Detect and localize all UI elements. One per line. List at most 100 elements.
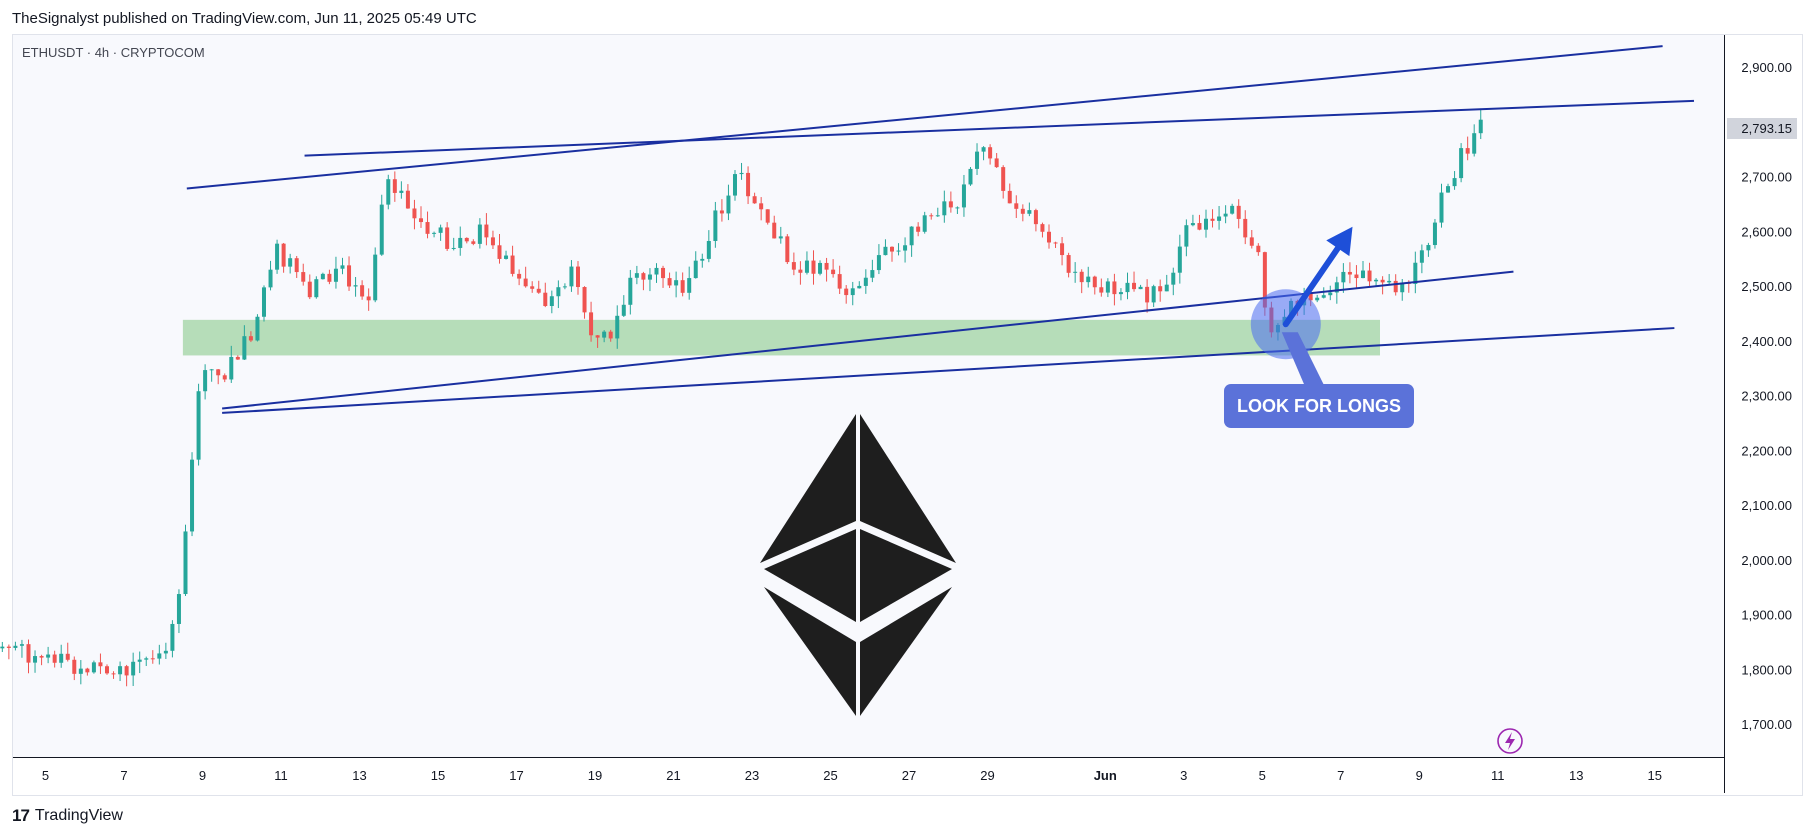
candle-body xyxy=(1171,272,1176,285)
tradingview-brand: TradingView xyxy=(34,807,123,824)
candle xyxy=(1210,209,1215,228)
candle-body xyxy=(1040,224,1045,232)
candle-body xyxy=(1177,246,1182,273)
candle-body xyxy=(1419,250,1424,263)
candle xyxy=(785,234,790,265)
candle-body xyxy=(353,285,358,287)
candle xyxy=(844,285,849,304)
candle xyxy=(268,260,273,291)
candle xyxy=(1099,278,1104,297)
candle xyxy=(1217,205,1222,230)
y-tick-label: 2,700.00 xyxy=(1741,170,1792,185)
candle-body xyxy=(1046,231,1051,243)
candle-body xyxy=(373,254,378,301)
candle xyxy=(804,251,809,275)
candle xyxy=(157,644,162,665)
candle-body xyxy=(1426,245,1431,251)
candle xyxy=(242,325,247,360)
callout-label: LOOK FOR LONGS xyxy=(1237,396,1401,416)
candle xyxy=(700,253,705,268)
candle xyxy=(968,167,973,186)
candle-body xyxy=(1400,282,1405,293)
candle-body xyxy=(857,285,862,289)
candle xyxy=(1092,275,1097,295)
candle xyxy=(549,290,554,314)
candle xyxy=(340,257,345,275)
tradingview-footer[interactable]: 17 TradingView xyxy=(12,806,123,826)
candle-body xyxy=(889,246,894,252)
candle-body xyxy=(1341,271,1346,283)
candle-body xyxy=(948,201,953,208)
x-tick-label: 27 xyxy=(902,768,916,783)
candle-body xyxy=(347,265,352,287)
candle-body xyxy=(333,268,338,282)
candle xyxy=(353,276,358,297)
candle xyxy=(26,639,31,674)
candle xyxy=(1426,242,1431,257)
candle-body xyxy=(896,250,901,252)
candle xyxy=(569,260,574,292)
candle xyxy=(523,266,528,288)
symbol-info[interactable]: ETHUSDT · 4h · CRYPTOCOM xyxy=(22,45,205,60)
candle xyxy=(831,259,836,278)
candle xyxy=(1105,278,1110,298)
plot-area[interactable] xyxy=(13,35,1724,757)
candle-body xyxy=(104,666,109,674)
candle-body xyxy=(1060,243,1065,256)
candle xyxy=(772,215,777,239)
y-tick-label: 2,300.00 xyxy=(1741,389,1792,404)
candle-body xyxy=(759,203,764,210)
candle-body xyxy=(242,336,247,360)
candle-body xyxy=(589,312,594,336)
look-for-longs-callout: LOOK FOR LONGS xyxy=(1224,384,1414,428)
candle-body xyxy=(1360,270,1365,279)
lightning-icon[interactable] xyxy=(1497,728,1523,754)
candle xyxy=(1452,171,1457,190)
candle xyxy=(209,368,214,382)
candle-body xyxy=(445,227,450,249)
candle-body xyxy=(1014,203,1019,209)
candle-body xyxy=(203,370,208,392)
candle xyxy=(667,272,672,288)
candle-body xyxy=(418,218,423,223)
candle xyxy=(1432,218,1437,249)
candle xyxy=(78,660,83,685)
candle xyxy=(556,280,561,309)
candle-body xyxy=(647,274,652,280)
candle xyxy=(0,641,5,652)
candle-body xyxy=(706,240,711,259)
last-price-value: 2,793.15 xyxy=(1741,121,1792,136)
candle xyxy=(150,650,155,664)
candle-body xyxy=(65,653,70,660)
candle-body xyxy=(903,245,908,251)
candle-body xyxy=(497,245,502,259)
candle xyxy=(1145,279,1150,313)
candle-body xyxy=(863,277,868,286)
candle xyxy=(98,653,103,674)
candle xyxy=(693,251,698,279)
candle xyxy=(647,268,652,292)
candle-body xyxy=(870,270,875,278)
candle-body xyxy=(438,227,443,233)
candle-body xyxy=(1223,213,1228,217)
candle-body xyxy=(1112,281,1117,295)
candle xyxy=(1118,288,1123,301)
candle-body xyxy=(575,266,580,288)
candle-body xyxy=(307,281,312,298)
candle-body xyxy=(942,201,947,216)
candle xyxy=(1020,204,1025,222)
candle-body xyxy=(131,661,136,676)
candle xyxy=(791,252,796,276)
candle-body xyxy=(1452,178,1457,187)
candle xyxy=(961,174,966,217)
candle xyxy=(33,650,38,673)
candle xyxy=(163,642,168,659)
candle-body xyxy=(458,237,463,248)
candle-body xyxy=(654,267,659,275)
candle xyxy=(876,244,881,275)
candle-body xyxy=(1092,276,1097,288)
candle xyxy=(118,661,123,682)
candle xyxy=(719,199,724,222)
candle-body xyxy=(190,459,195,532)
